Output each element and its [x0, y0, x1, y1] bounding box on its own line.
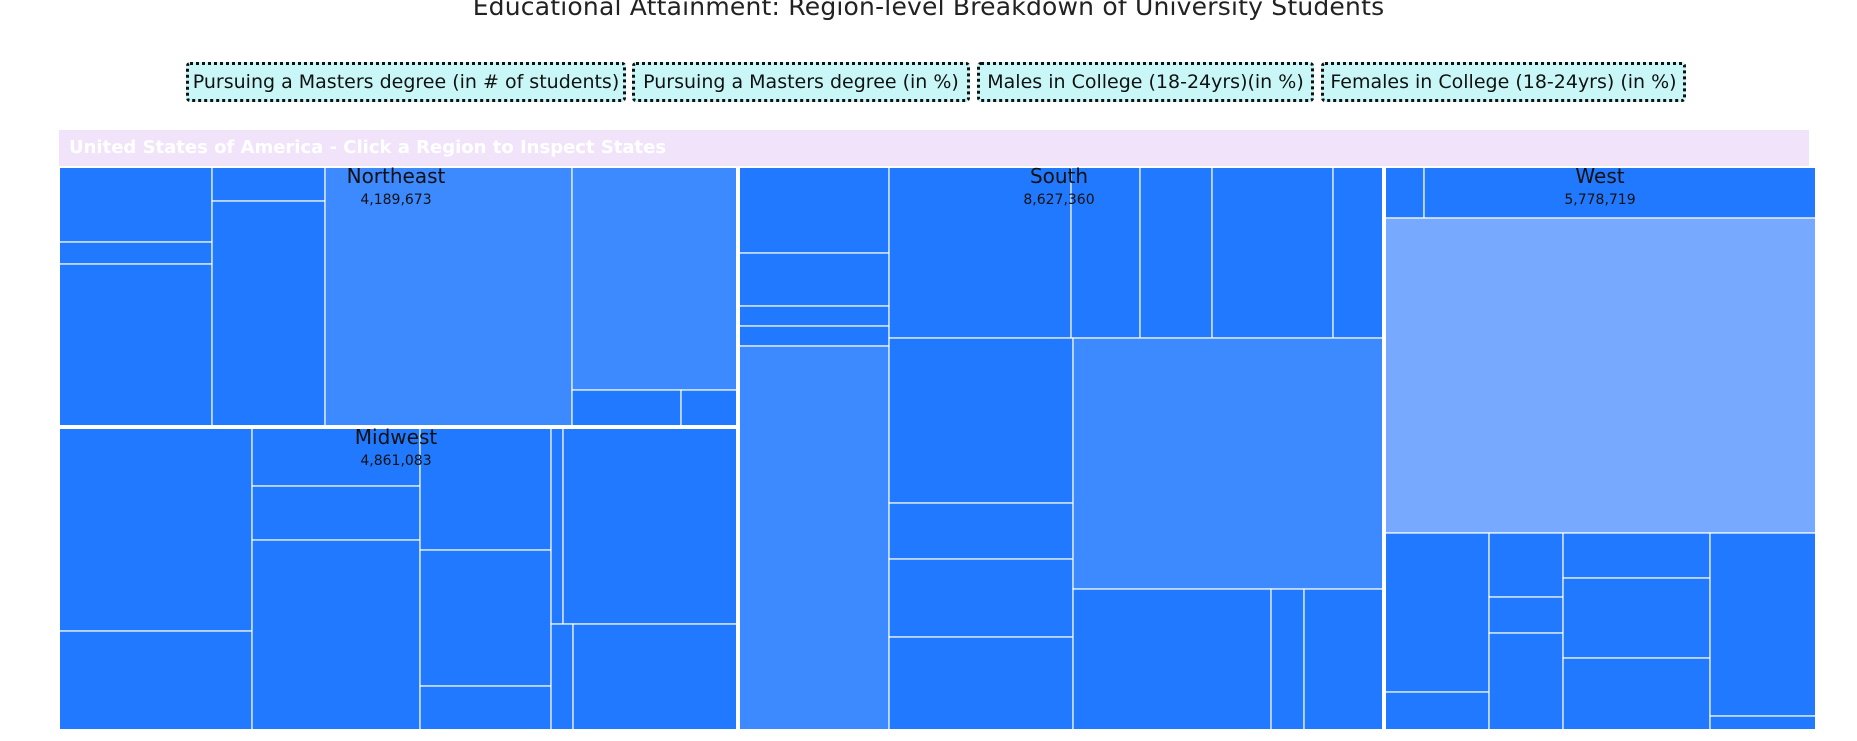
- south-state-tile[interactable]: [738, 305, 890, 327]
- chart-title: Educational Attainment: Region-level Bre…: [472, 0, 1385, 21]
- west-state-tile[interactable]: [1488, 532, 1564, 598]
- midwest-state-tile[interactable]: [550, 427, 564, 625]
- region-label-west: West: [1575, 164, 1624, 188]
- west-state-tile[interactable]: [1488, 596, 1564, 634]
- south-state-tile[interactable]: [1139, 166, 1213, 339]
- south-state-tile[interactable]: [738, 166, 890, 254]
- northeast-state-tile[interactable]: [571, 389, 682, 427]
- west-state-tile[interactable]: [1384, 217, 1817, 534]
- south-state-tile[interactable]: [1211, 166, 1334, 339]
- midwest-state-tile[interactable]: [58, 630, 253, 731]
- region-value-south: 8,627,360: [1023, 192, 1094, 208]
- breadcrumb[interactable]: United States of America - Click a Regio…: [59, 130, 1809, 166]
- south-state-tile[interactable]: [738, 252, 890, 307]
- midwest-state-tile[interactable]: [419, 549, 552, 687]
- region-west[interactable]: West 5,778,719: [1384, 164, 1817, 731]
- midwest-state-tile[interactable]: [572, 623, 738, 731]
- northeast-state-tile[interactable]: [211, 166, 326, 202]
- region-value-midwest: 4,861,083: [360, 453, 431, 469]
- northeast-state-tile[interactable]: [324, 166, 573, 427]
- midwest-state-tile[interactable]: [419, 427, 552, 551]
- south-state-tile[interactable]: [888, 337, 1074, 504]
- northeast-state-tile[interactable]: [571, 166, 738, 391]
- metric-button-masters-percent[interactable]: Pursuing a Masters degree (in %): [632, 62, 970, 102]
- west-state-tile[interactable]: [1562, 532, 1711, 579]
- midwest-region-border: [58, 427, 738, 731]
- south-state-tile[interactable]: [888, 636, 1074, 731]
- west-state-tile[interactable]: [1488, 632, 1564, 731]
- region-northeast[interactable]: Northeast 4,189,673: [58, 164, 738, 427]
- south-state-tile[interactable]: [1303, 588, 1384, 731]
- midwest-state-tile[interactable]: [419, 685, 552, 731]
- region-value-west: 5,778,719: [1564, 192, 1635, 208]
- region-label-south: South: [1030, 164, 1088, 188]
- metric-button-males-college[interactable]: Males in College (18-24yrs)(in %): [977, 62, 1314, 102]
- south-state-tile[interactable]: [738, 345, 890, 731]
- south-state-tile[interactable]: [888, 166, 1072, 339]
- west-state-tile[interactable]: [1709, 532, 1817, 717]
- west-state-tile[interactable]: [1562, 577, 1711, 659]
- midwest-state-tile[interactable]: [251, 539, 421, 731]
- northeast-state-tile[interactable]: [58, 263, 213, 427]
- south-state-tile[interactable]: [738, 325, 890, 347]
- northeast-state-tile[interactable]: [680, 389, 738, 427]
- south-state-tile[interactable]: [1332, 166, 1384, 339]
- south-state-tile[interactable]: [1072, 588, 1272, 731]
- west-state-tile[interactable]: [1384, 691, 1490, 731]
- west-state-tile[interactable]: [1562, 657, 1711, 731]
- northeast-state-tile[interactable]: [58, 241, 213, 265]
- midwest-state-tile[interactable]: [58, 427, 253, 632]
- region-south[interactable]: South 8,627,360: [738, 164, 1384, 731]
- region-value-northeast: 4,189,673: [360, 192, 431, 208]
- northeast-region-border: [58, 166, 738, 427]
- metric-button-females-college[interactable]: Females in College (18-24yrs) (in %): [1321, 62, 1686, 102]
- metric-button-row: Pursuing a Masters degree (in # of stude…: [0, 62, 1857, 102]
- west-region-border: [1384, 166, 1817, 731]
- south-state-tile[interactable]: [888, 502, 1074, 560]
- west-state-tile[interactable]: [1384, 532, 1490, 693]
- south-state-tile[interactable]: [888, 558, 1074, 638]
- metric-button-masters-count[interactable]: Pursuing a Masters degree (in # of stude…: [186, 62, 626, 102]
- northeast-state-tile[interactable]: [211, 200, 326, 427]
- west-state-tile[interactable]: [1384, 166, 1425, 219]
- midwest-state-tile[interactable]: [562, 427, 738, 625]
- midwest-state-tile[interactable]: [251, 485, 421, 541]
- region-label-northeast: Northeast: [347, 164, 446, 188]
- midwest-state-tile[interactable]: [251, 427, 421, 487]
- south-state-tile[interactable]: [1270, 588, 1305, 731]
- south-region-border: [738, 166, 1384, 731]
- region-label-midwest: Midwest: [355, 425, 438, 449]
- south-state-tile[interactable]: [1072, 337, 1384, 590]
- midwest-state-tile[interactable]: [550, 623, 574, 731]
- region-midwest[interactable]: Midwest 4,861,083: [58, 425, 738, 731]
- west-state-tile[interactable]: [1709, 715, 1817, 731]
- west-state-tile[interactable]: [1423, 166, 1817, 219]
- northeast-state-tile[interactable]: [58, 166, 213, 243]
